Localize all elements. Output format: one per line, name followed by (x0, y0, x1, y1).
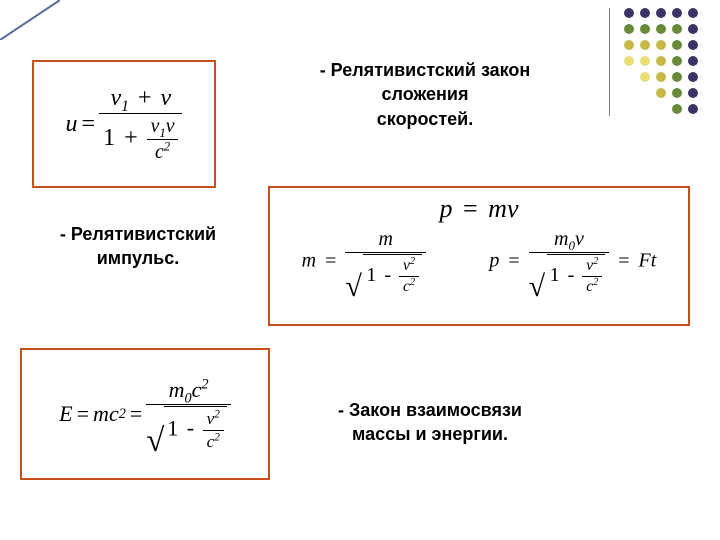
dot (640, 72, 650, 82)
num-1: 1 (103, 125, 115, 151)
sup-2: 2 (410, 256, 415, 267)
sym-v: v (110, 85, 121, 111)
dot (624, 8, 634, 18)
sym-c: c (155, 141, 164, 163)
dot (688, 8, 698, 18)
sym-p: p (489, 250, 499, 272)
caption-line: - Релятивистский закон (320, 60, 531, 80)
sym-v: v (575, 228, 584, 250)
dot (640, 40, 650, 50)
sym-v: v (160, 85, 171, 111)
dot (640, 8, 650, 18)
sym-m: m (554, 228, 568, 250)
dot (672, 72, 682, 82)
dot (672, 88, 682, 98)
sub-0: 0 (184, 390, 191, 406)
sym-c: c (403, 278, 410, 295)
num-1: 1 (167, 415, 178, 440)
dot (672, 104, 682, 114)
dot (688, 88, 698, 98)
caption-energy: - Закон взаимосвязи массы и энергии. (300, 398, 560, 447)
dot (672, 56, 682, 66)
sym-c: c (109, 401, 119, 427)
num-1: 1 (550, 264, 560, 286)
dot-grid (624, 8, 702, 118)
sym-m: m (93, 401, 109, 427)
sup-2: 2 (214, 431, 220, 443)
dot (672, 40, 682, 50)
sym-v: v (166, 115, 175, 137)
dot (624, 40, 634, 50)
sup-2: 2 (201, 376, 208, 392)
caption-line: сложения (382, 84, 469, 104)
dot (640, 56, 650, 66)
dot (656, 40, 666, 50)
sym-p: p (440, 194, 453, 223)
sym-u: u (66, 111, 78, 138)
sym-m: m (169, 377, 185, 402)
sym-Ft: Ft (639, 250, 657, 272)
sub-1: 1 (121, 97, 129, 114)
formula-box-energy: E = mc2 = m0c2 √ 1 - v2 c2 (20, 348, 270, 480)
formula-box-velocity: u = v1 + v 1 + v1v c2 (32, 60, 216, 188)
dot (688, 104, 698, 114)
dot (656, 56, 666, 66)
corner-accent (0, 0, 60, 40)
dot (656, 88, 666, 98)
sym-E: E (59, 401, 72, 427)
caption-line: импульс. (97, 248, 180, 268)
sup-2: 2 (164, 139, 170, 153)
sym-m: m (378, 228, 392, 250)
dot (688, 72, 698, 82)
caption-velocity-addition: - Релятивистский закон сложения скоросте… (280, 58, 570, 131)
dot (656, 72, 666, 82)
sym-c: c (192, 377, 202, 402)
formula-box-momentum: p = mv m = m √ 1 - v2 c2 (268, 186, 690, 326)
caption-line: массы и энергии. (352, 424, 508, 444)
dot (688, 40, 698, 50)
sup-2: 2 (410, 277, 415, 288)
caption-line: - Релятивистский (60, 224, 216, 244)
dot (672, 24, 682, 34)
sym-m: m (302, 250, 316, 272)
vertical-divider (609, 8, 610, 116)
dot (688, 24, 698, 34)
caption-line: - Закон взаимосвязи (338, 400, 522, 420)
sup-2: 2 (593, 256, 598, 267)
dot (640, 24, 650, 34)
sym-m: m (488, 194, 507, 223)
formula-mass: m = m √ 1 - v2 c2 (302, 228, 426, 296)
sup-2: 2 (593, 277, 598, 288)
dot (624, 56, 634, 66)
sup-2: 2 (214, 408, 220, 420)
caption-momentum: - Релятивистский импульс. (40, 222, 236, 271)
dot (624, 24, 634, 34)
formula-p-mv: p = mv (270, 194, 688, 224)
sym-v: v (507, 194, 519, 223)
dot (672, 8, 682, 18)
dot (656, 8, 666, 18)
formula-momentum-rel: p = m0v √ 1 - v2 c2 (489, 228, 656, 296)
sym-v: v (403, 257, 410, 274)
dot (688, 56, 698, 66)
dot (656, 24, 666, 34)
num-1: 1 (366, 264, 376, 286)
caption-line: скоростей. (377, 109, 473, 129)
